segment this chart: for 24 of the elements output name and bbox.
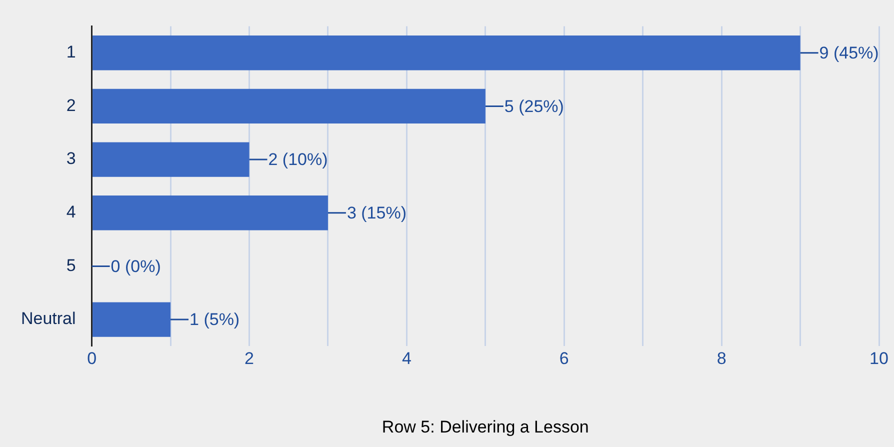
bar <box>92 88 486 124</box>
y-tick-label: Neutral <box>20 309 76 328</box>
y-tick-label: 3 <box>66 149 76 168</box>
y-tick-label: 4 <box>66 202 76 222</box>
x-tick-label: 8 <box>716 349 726 368</box>
bar <box>92 36 800 70</box>
data-label: 0 (0%) <box>110 256 161 276</box>
bar <box>92 196 328 230</box>
x-axis-title: Row 5: Delivering a Lesson <box>382 417 589 436</box>
y-tick-label: 1 <box>66 42 76 62</box>
bar <box>92 142 250 177</box>
data-label: 2 (10%) <box>268 150 328 170</box>
y-tick-label: 5 <box>66 256 76 275</box>
x-tick-label: 10 <box>870 349 888 368</box>
x-tick-label: 0 <box>87 349 97 368</box>
x-tick-label: 6 <box>559 349 569 368</box>
x-tick-label: 2 <box>244 349 254 368</box>
data-label: 5 (25%) <box>504 96 564 116</box>
data-label: 1 (5%) <box>190 310 240 330</box>
bar <box>92 302 171 337</box>
y-tick-label: 2 <box>66 96 76 115</box>
data-label: 9 (45%) <box>819 44 879 63</box>
x-tick-label: 4 <box>402 349 412 368</box>
data-label: 3 (15%) <box>346 204 406 223</box>
